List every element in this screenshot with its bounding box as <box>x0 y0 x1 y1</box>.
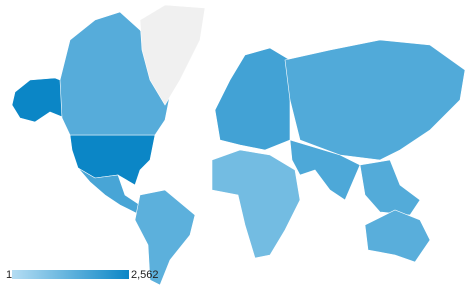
legend-gradient <box>12 270 129 279</box>
regions <box>11 4 466 286</box>
legend-max: 2,562 <box>131 269 159 281</box>
region[interactable] <box>364 209 431 263</box>
region[interactable] <box>11 77 156 186</box>
region[interactable] <box>139 4 206 106</box>
region[interactable] <box>211 149 301 259</box>
region[interactable] <box>284 39 466 161</box>
region[interactable] <box>289 139 361 201</box>
legend-min: 1 <box>6 269 12 281</box>
region[interactable] <box>359 159 421 216</box>
region[interactable] <box>214 47 291 151</box>
region[interactable] <box>134 189 196 286</box>
